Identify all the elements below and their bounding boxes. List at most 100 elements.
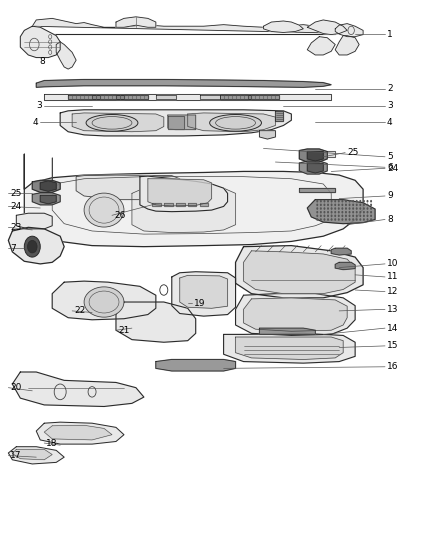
- Polygon shape: [152, 203, 161, 206]
- Polygon shape: [331, 248, 351, 255]
- Circle shape: [359, 200, 361, 203]
- Circle shape: [323, 214, 325, 217]
- Text: 16: 16: [387, 362, 399, 372]
- Polygon shape: [335, 23, 363, 37]
- Circle shape: [345, 211, 347, 214]
- Polygon shape: [236, 337, 343, 359]
- Text: 2: 2: [387, 84, 392, 93]
- Polygon shape: [12, 372, 144, 407]
- Circle shape: [338, 214, 340, 217]
- Polygon shape: [176, 203, 184, 206]
- Circle shape: [352, 204, 354, 206]
- Circle shape: [359, 207, 361, 210]
- Polygon shape: [200, 95, 219, 99]
- Text: 24: 24: [11, 202, 21, 211]
- Circle shape: [345, 218, 347, 221]
- Polygon shape: [236, 294, 355, 335]
- Polygon shape: [299, 188, 335, 192]
- Text: 8: 8: [387, 215, 393, 224]
- Polygon shape: [168, 116, 184, 129]
- Circle shape: [323, 204, 325, 206]
- Text: 15: 15: [387, 342, 399, 350]
- Circle shape: [334, 200, 336, 203]
- Text: 14: 14: [387, 324, 399, 333]
- Circle shape: [356, 214, 358, 217]
- Polygon shape: [247, 95, 279, 99]
- Polygon shape: [92, 95, 124, 99]
- Circle shape: [316, 211, 318, 214]
- Polygon shape: [224, 333, 355, 363]
- Circle shape: [338, 218, 340, 221]
- Circle shape: [341, 204, 343, 206]
- Polygon shape: [244, 251, 355, 294]
- Circle shape: [316, 214, 318, 217]
- Polygon shape: [32, 193, 60, 205]
- Circle shape: [316, 204, 318, 206]
- Text: 7: 7: [11, 244, 16, 253]
- Circle shape: [327, 214, 329, 217]
- Circle shape: [331, 204, 332, 206]
- Circle shape: [349, 207, 350, 210]
- Circle shape: [341, 211, 343, 214]
- Text: 21: 21: [118, 326, 129, 335]
- Text: 8: 8: [39, 57, 45, 66]
- Circle shape: [327, 200, 329, 203]
- Ellipse shape: [84, 193, 124, 227]
- Text: 26: 26: [114, 211, 125, 220]
- Ellipse shape: [210, 115, 261, 131]
- Polygon shape: [132, 187, 236, 232]
- Circle shape: [320, 218, 322, 221]
- Text: 13: 13: [387, 305, 399, 314]
- Circle shape: [349, 218, 350, 221]
- Text: 1: 1: [387, 29, 393, 38]
- Text: 11: 11: [387, 272, 399, 281]
- Circle shape: [316, 207, 318, 210]
- Polygon shape: [307, 164, 323, 173]
- Circle shape: [359, 214, 361, 217]
- Polygon shape: [264, 21, 304, 33]
- Circle shape: [327, 211, 329, 214]
- Circle shape: [370, 200, 372, 203]
- Circle shape: [352, 200, 354, 203]
- Polygon shape: [168, 115, 196, 130]
- Polygon shape: [116, 95, 148, 99]
- Polygon shape: [16, 213, 52, 229]
- Circle shape: [327, 207, 329, 210]
- Polygon shape: [180, 276, 228, 308]
- Circle shape: [367, 204, 368, 206]
- Circle shape: [323, 207, 325, 210]
- Polygon shape: [32, 180, 60, 192]
- Ellipse shape: [84, 287, 124, 317]
- Polygon shape: [259, 328, 315, 334]
- Circle shape: [334, 204, 336, 206]
- Text: 23: 23: [11, 223, 22, 232]
- Text: 24: 24: [387, 164, 398, 173]
- Text: 9: 9: [387, 191, 393, 200]
- Circle shape: [363, 204, 365, 206]
- Circle shape: [334, 214, 336, 217]
- Polygon shape: [335, 36, 359, 55]
- Circle shape: [349, 204, 350, 206]
- Polygon shape: [200, 203, 208, 206]
- Circle shape: [320, 204, 322, 206]
- Polygon shape: [36, 79, 331, 87]
- Circle shape: [331, 200, 332, 203]
- Polygon shape: [219, 95, 251, 99]
- Circle shape: [331, 214, 332, 217]
- Polygon shape: [335, 262, 355, 270]
- Circle shape: [352, 207, 354, 210]
- Text: 3: 3: [387, 101, 393, 110]
- Circle shape: [370, 207, 372, 210]
- Circle shape: [356, 218, 358, 221]
- Circle shape: [334, 207, 336, 210]
- Circle shape: [359, 211, 361, 214]
- Polygon shape: [156, 359, 236, 371]
- Circle shape: [345, 207, 347, 210]
- Polygon shape: [164, 203, 173, 206]
- Text: 25: 25: [347, 148, 359, 157]
- Polygon shape: [8, 228, 64, 264]
- Circle shape: [345, 214, 347, 217]
- Polygon shape: [20, 26, 60, 58]
- Circle shape: [359, 204, 361, 206]
- Text: 5: 5: [387, 152, 393, 161]
